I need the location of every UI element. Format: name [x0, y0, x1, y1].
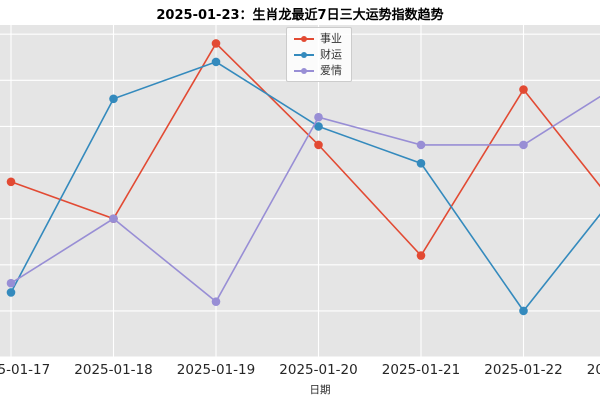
legend-label: 事业 [320, 32, 342, 45]
line-marker-icon [294, 34, 314, 43]
svg-text:2025-01-23: 2025-01-23 [587, 362, 600, 378]
legend-label: 财运 [320, 48, 342, 61]
svg-text:2025-01-20: 2025-01-20 [279, 362, 357, 378]
line-marker-icon [294, 66, 314, 75]
svg-text:2025-01-22: 2025-01-22 [484, 362, 562, 378]
svg-text:2025-01-21: 2025-01-21 [382, 362, 460, 378]
legend: 事业 财运 爱情 [286, 27, 352, 82]
legend-label: 爱情 [320, 64, 342, 77]
chart-title: 2025-01-23：生肖龙最近7日三大运势指数趋势 [156, 8, 444, 23]
line-marker-icon [294, 50, 314, 59]
svg-text:2025-01-18: 2025-01-18 [74, 362, 152, 378]
svg-text:2025-01-19: 2025-01-19 [177, 362, 255, 378]
legend-item-love: 爱情 [294, 64, 342, 77]
legend-item-wealth: 财运 [294, 48, 342, 61]
x-axis-label: 日期 [309, 384, 331, 396]
svg-text:2025-01-17: 2025-01-17 [0, 362, 50, 378]
legend-item-career: 事业 [294, 32, 342, 45]
